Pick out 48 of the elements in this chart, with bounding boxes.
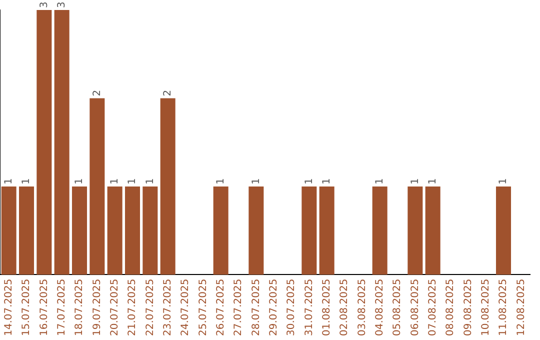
x-tick-label: 20.07.2025 (109, 278, 120, 336)
x-tick-label: 23.07.2025 (162, 278, 174, 336)
x-tick-label: 11.08.2025 (498, 278, 510, 336)
data-label: 2 (162, 90, 174, 96)
x-tick-label: 26.07.2025 (215, 278, 226, 336)
x-tick-label: 08.08.2025 (445, 278, 456, 336)
data-label: 1 (21, 178, 32, 184)
x-tick-label: 22.07.2025 (144, 278, 156, 336)
x-tick-label: 03.08.2025 (356, 278, 368, 336)
x-tick-label: 14.07.2025 (3, 278, 14, 336)
data-label: 1 (127, 178, 138, 184)
data-label: 1 (3, 178, 14, 184)
x-tick-label: 30.07.2025 (286, 278, 298, 336)
x-tick-label: 06.08.2025 (410, 278, 421, 336)
x-tick-label: 19.07.2025 (92, 278, 103, 336)
data-label: 1 (498, 178, 510, 184)
data-label: 1 (410, 178, 421, 184)
x-tick-label: 02.08.2025 (339, 278, 350, 336)
data-label: 3 (38, 2, 50, 8)
data-label: 1 (250, 178, 262, 184)
x-tick-label: 21.07.2025 (127, 278, 138, 336)
data-label: 2 (92, 90, 103, 96)
data-label: 1 (74, 178, 86, 184)
x-tick-label: 04.08.2025 (374, 278, 386, 336)
x-tick-label: 01.08.2025 (321, 278, 332, 336)
x-tick-label: 16.07.2025 (38, 278, 50, 336)
x-tick-label: 24.07.2025 (180, 278, 192, 336)
data-label: 1 (215, 178, 226, 184)
data-label: 1 (109, 178, 120, 184)
data-label: 1 (427, 178, 438, 184)
x-tick-label: 10.08.2025 (480, 278, 492, 336)
x-tick-label: 05.08.2025 (392, 278, 404, 336)
data-label: 1 (144, 178, 156, 184)
x-tick-label: 12.08.2025 (516, 278, 527, 336)
x-tick-label: 27.07.2025 (233, 278, 244, 336)
data-label: 1 (304, 178, 315, 184)
x-tick-label: 31.07.2025 (304, 278, 315, 336)
x-tick-label: 17.07.2025 (56, 278, 68, 336)
x-tick-label: 29.07.2025 (268, 278, 280, 336)
x-tick-label: 09.08.2025 (462, 278, 474, 336)
x-tick-label: 28.07.2025 (250, 278, 262, 336)
x-tick-label: 07.08.2025 (427, 278, 438, 336)
data-label: 1 (321, 178, 332, 184)
x-tick-label: 15.07.2025 (21, 278, 32, 336)
x-tick-label: 25.07.2025 (198, 278, 209, 336)
data-label: 3 (56, 2, 68, 8)
x-tick-label: 18.07.2025 (74, 278, 86, 336)
data-label: 1 (374, 178, 386, 184)
